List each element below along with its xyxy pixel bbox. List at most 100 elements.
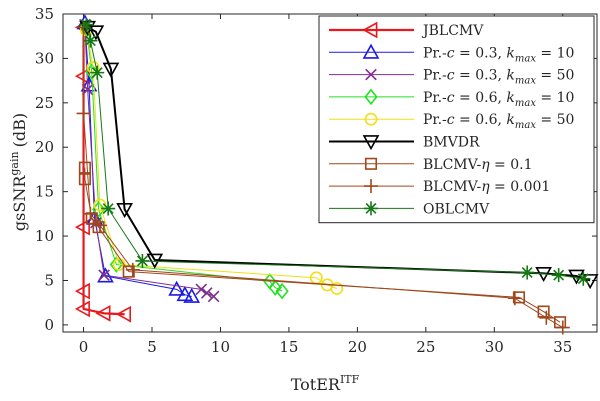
series-8 — [79, 17, 591, 286]
data-point — [183, 287, 201, 303]
y-tick-label: 10 — [35, 227, 54, 245]
y-tick-label: 30 — [35, 49, 54, 67]
x-tick-label: 30 — [485, 338, 504, 356]
series-line — [83, 27, 564, 328]
data-point — [109, 256, 124, 273]
data-point — [81, 83, 94, 96]
data-point — [520, 265, 535, 280]
data-point — [83, 33, 98, 48]
data-point — [125, 262, 140, 277]
data-point — [275, 282, 289, 300]
legend-entry: Pr.-c = 0.3, kmax = 10 — [329, 43, 574, 64]
data-point — [92, 221, 105, 234]
data-point — [539, 310, 554, 325]
x-tick-label: 15 — [279, 338, 298, 356]
y-tick-label: 0 — [44, 316, 54, 334]
y-tick-label: 25 — [35, 94, 54, 112]
legend-marker — [364, 201, 378, 216]
legend-entry: OBLCMV — [329, 201, 490, 217]
x-tick-label: 20 — [348, 338, 367, 356]
legend-marker — [364, 112, 378, 126]
data-point — [551, 268, 566, 283]
legend-label: OBLCMV — [423, 201, 490, 217]
data-point — [74, 282, 90, 300]
x-tick-label: 35 — [553, 338, 572, 356]
data-point — [555, 320, 570, 335]
data-point — [97, 267, 114, 283]
data-point — [87, 25, 105, 41]
data-point — [98, 269, 110, 281]
legend-marker — [364, 179, 378, 194]
data-point — [116, 203, 133, 219]
legend-label: JBLCMV — [421, 23, 484, 39]
data-point — [76, 106, 91, 121]
data-point — [512, 291, 526, 304]
data-point — [168, 280, 186, 296]
legend-marker — [362, 135, 380, 151]
data-point — [74, 300, 90, 318]
series-line — [87, 26, 591, 282]
legend-marker — [362, 21, 378, 39]
data-point — [207, 290, 220, 303]
data-point — [85, 212, 98, 225]
x-tick-label: 5 — [147, 338, 157, 356]
legend-label: BMVDR — [423, 135, 480, 151]
legend-entry: Pr.-c = 0.3, kmax = 50 — [329, 68, 574, 87]
legend-marker — [362, 43, 380, 59]
data-point — [74, 218, 90, 236]
legend-entry: Pr.-c = 0.6, kmax = 50 — [329, 112, 574, 131]
data-point — [200, 287, 213, 299]
data-point — [79, 17, 94, 32]
series-7 — [76, 20, 570, 335]
legend-entry: BLCMV-η = 0.1 — [329, 157, 532, 173]
legend-entry: BLCMV-η = 0.001 — [329, 179, 550, 195]
legend-marker — [364, 88, 378, 106]
legend-label: BLCMV-η = 0.001 — [423, 179, 550, 195]
legend-marker — [365, 68, 377, 81]
legend-label: BLCMV-η = 0.1 — [423, 157, 532, 173]
legend-entry: Pr.-c = 0.6, kmax = 10 — [329, 88, 574, 109]
series-line — [84, 167, 561, 323]
legend-entry: JBLCMV — [329, 21, 484, 39]
series-layer — [74, 14, 599, 335]
legend-entry: BMVDR — [329, 135, 480, 151]
data-point — [135, 253, 150, 268]
data-point — [122, 265, 135, 278]
series-6 — [78, 161, 567, 329]
data-point — [576, 271, 591, 286]
data-point — [507, 291, 522, 306]
y-tick-label: 20 — [35, 138, 54, 156]
data-point — [90, 65, 105, 80]
data-point — [95, 304, 111, 322]
legend-label: Pr.-c = 0.3, kmax = 10 — [423, 45, 574, 64]
legend: JBLCMV Pr.-c = 0.3, kmax = 10 Pr.-c = 0.3,… — [318, 15, 595, 224]
data-point — [112, 258, 126, 271]
data-point — [101, 201, 116, 216]
legend-label: Pr.-c = 0.6, kmax = 50 — [423, 112, 574, 131]
data-point — [78, 161, 91, 174]
legend-marker — [364, 157, 378, 170]
series-3 — [79, 19, 289, 300]
data-point — [195, 283, 208, 296]
data-point — [102, 62, 120, 78]
data-point — [115, 305, 132, 323]
legend-label: Pr.-c = 0.3, kmax = 50 — [423, 68, 574, 87]
x-tick-label: 0 — [79, 338, 89, 356]
data-point — [268, 279, 282, 296]
data-point — [537, 305, 550, 318]
data-point — [92, 218, 107, 233]
x-tick-label: 25 — [416, 338, 435, 356]
series-2 — [79, 18, 220, 303]
x-axis-label: TotERITF — [291, 373, 360, 394]
x-tick-label: 10 — [211, 338, 230, 356]
y-tick-label: 5 — [44, 271, 54, 289]
data-point — [330, 282, 344, 295]
y-tick-label: 35 — [35, 5, 54, 23]
axis-ticks: 0 5 10 15 20 25 30 35 0 5 10 15 20 25 30 35 — [35, 5, 597, 356]
data-point — [83, 206, 98, 221]
series-line — [85, 27, 283, 292]
y-axis-label: gsSNRgain(dB) — [8, 113, 29, 231]
data-point — [78, 173, 91, 186]
